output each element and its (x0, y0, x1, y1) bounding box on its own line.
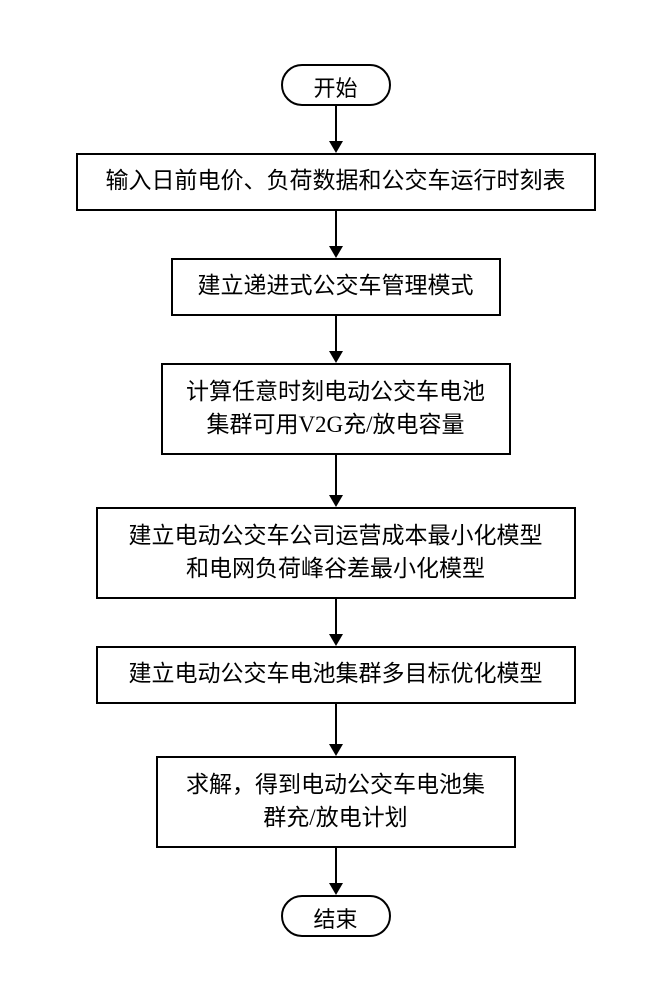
arrow-head-icon (329, 883, 343, 895)
flowchart-container: 开始 输入日前电价、负荷数据和公交车运行时刻表 建立递进式公交车管理模式 计算任… (56, 44, 616, 957)
step3-label-line1: 计算任意时刻电动公交车电池 (186, 376, 485, 408)
arrow-1 (329, 106, 343, 153)
arrow-line (335, 211, 337, 246)
step2-node: 建立递进式公交车管理模式 (171, 258, 501, 316)
step3-node: 计算任意时刻电动公交车电池 集群可用V2G充/放电容量 (161, 363, 511, 455)
end-label: 结束 (313, 907, 357, 932)
arrow-line (335, 316, 337, 351)
arrow-2 (329, 211, 343, 258)
step4-node: 建立电动公交车公司运营成本最小化模型 和电网负荷峰谷差最小化模型 (96, 507, 576, 599)
arrow-5 (329, 599, 343, 646)
start-label: 开始 (313, 76, 357, 101)
step1-node: 输入日前电价、负荷数据和公交车运行时刻表 (76, 153, 596, 211)
arrow-6 (329, 704, 343, 756)
arrow-line (335, 704, 337, 744)
arrow-line (335, 848, 337, 883)
arrow-head-icon (329, 141, 343, 153)
arrow-line (335, 106, 337, 141)
step5-label: 建立电动公交车电池集群多目标优化模型 (129, 658, 543, 690)
arrow-head-icon (329, 634, 343, 646)
step3-label-line2: 集群可用V2G充/放电容量 (186, 409, 485, 441)
step4-content: 建立电动公交车公司运营成本最小化模型 和电网负荷峰谷差最小化模型 (129, 520, 543, 584)
step5-node: 建立电动公交车电池集群多目标优化模型 (96, 646, 576, 704)
arrow-head-icon (329, 351, 343, 363)
arrow-line (335, 455, 337, 495)
step3-content: 计算任意时刻电动公交车电池 集群可用V2G充/放电容量 (186, 376, 485, 440)
step6-label-line1: 求解，得到电动公交车电池集 (186, 769, 485, 801)
step6-content: 求解，得到电动公交车电池集 群充/放电计划 (186, 769, 485, 833)
arrow-3 (329, 316, 343, 363)
arrow-4 (329, 455, 343, 507)
step1-label: 输入日前电价、负荷数据和公交车运行时刻表 (106, 165, 566, 197)
arrow-head-icon (329, 495, 343, 507)
arrow-line (335, 599, 337, 634)
arrow-7 (329, 848, 343, 895)
start-node: 开始 (281, 64, 391, 106)
end-node: 结束 (281, 895, 391, 937)
step2-label: 建立递进式公交车管理模式 (198, 270, 474, 302)
step6-label-line2: 群充/放电计划 (186, 802, 485, 834)
arrow-head-icon (329, 246, 343, 258)
step4-label-line1: 建立电动公交车公司运营成本最小化模型 (129, 520, 543, 552)
step6-node: 求解，得到电动公交车电池集 群充/放电计划 (156, 756, 516, 848)
arrow-head-icon (329, 744, 343, 756)
step4-label-line2: 和电网负荷峰谷差最小化模型 (129, 553, 543, 585)
